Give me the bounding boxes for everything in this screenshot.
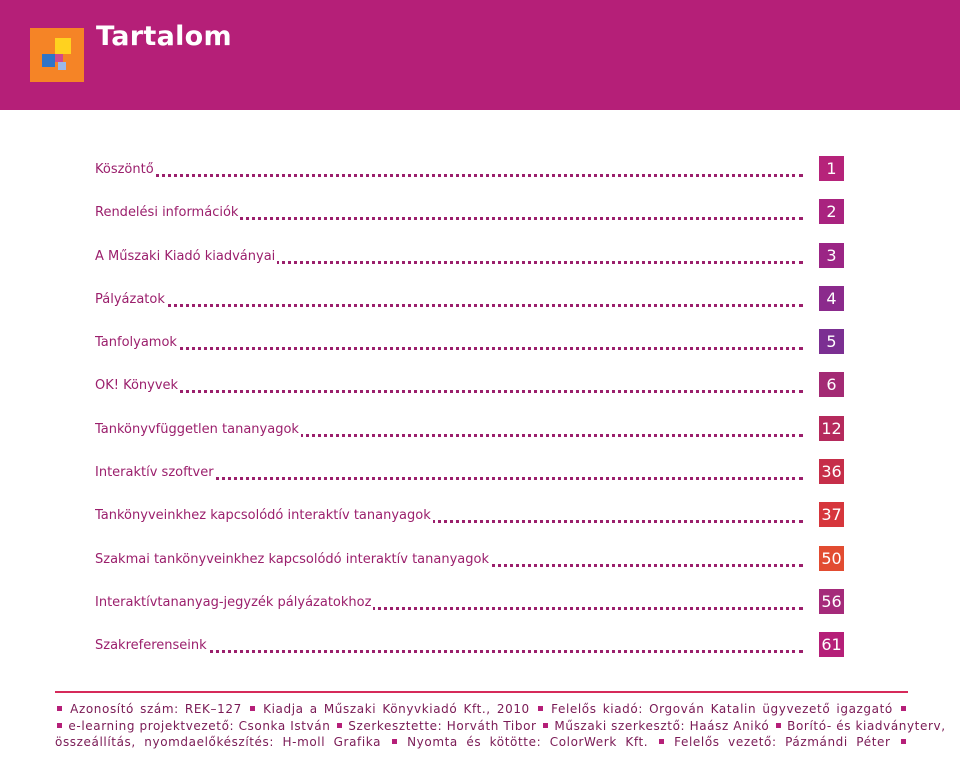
- imprint-line: Azonosító szám: REK–127 Kiadja a Műszaki…: [55, 701, 908, 718]
- toc-row[interactable]: A Műszaki Kiadó kiadványai 3: [95, 242, 845, 286]
- imprint-item: Nyomta és kötötte: ColorWerk Kft.: [407, 735, 649, 749]
- toc-page-number: 56: [819, 588, 844, 614]
- toc-row[interactable]: Interaktívtananyag-jegyzék pályázatokhoz…: [95, 588, 845, 632]
- imprint-item: Kiadja a Műszaki Könyvkiadó Kft., 2010: [263, 702, 530, 716]
- imprint-item: Azonosító szám: REK–127: [70, 702, 242, 716]
- bullet-icon: [901, 706, 906, 711]
- toc-label: Interaktívtananyag-jegyzék pályázatokhoz: [95, 593, 803, 613]
- toc-label: OK! Könyvek: [95, 376, 803, 396]
- bullet-icon: [391, 739, 397, 744]
- toc-row[interactable]: Interaktív szoftver 36: [95, 459, 845, 502]
- imprint-line: összeállítás, nyomdaelőkészítés: H-moll …: [55, 734, 908, 751]
- toc-page-number: 36: [819, 459, 844, 485]
- imprint-item: Felelős kiadó: Orgován Katalin ügyvezető…: [551, 702, 893, 716]
- page-title: Tartalom: [96, 21, 232, 52]
- imprint-line: e-learning projektvezető: Csonka István …: [55, 718, 945, 735]
- logo-yellow-square: [55, 38, 71, 54]
- toc-page-number: 50: [819, 545, 844, 571]
- toc-page-number: 1: [819, 156, 844, 181]
- toc-row[interactable]: Szakreferenseink 61: [95, 632, 845, 675]
- toc-page-number: 5: [819, 329, 844, 355]
- bullet-icon: [542, 722, 548, 728]
- toc-label: Tanfolyamok: [95, 333, 803, 353]
- logo-icon: [30, 28, 84, 82]
- table-of-contents: Köszöntő 1 Rendelési információk 2 A Műs…: [95, 156, 845, 676]
- footer-divider: [55, 691, 908, 693]
- toc-label: Szakreferenseink: [95, 636, 803, 656]
- toc-label: Interaktív szoftver: [95, 463, 803, 483]
- bullet-icon: [901, 739, 907, 744]
- imprint-item: Szerkesztette: Horváth Tibor: [348, 718, 537, 733]
- toc-page-number: 4: [819, 285, 844, 311]
- toc-row[interactable]: Rendelési információk 2: [95, 199, 845, 242]
- imprint-item: Felelős vezető: Pázmándi Péter: [674, 735, 891, 749]
- toc-row[interactable]: Tanfolyamok 5: [95, 329, 845, 372]
- toc-label: Szakmai tankönyveinkhez kapcsolódó inter…: [95, 550, 803, 570]
- toc-page-number: 3: [819, 242, 844, 268]
- toc-label: Köszöntő: [95, 160, 803, 180]
- toc-label: A Műszaki Kiadó kiadványai: [95, 247, 803, 267]
- toc-page-number: 2: [819, 199, 844, 225]
- bullet-icon: [537, 706, 543, 711]
- imprint-item: Műszaki szerkesztő: Haász Anikó: [554, 718, 770, 733]
- header-bar: Tartalom: [0, 0, 960, 110]
- imprint-item: e-learning projektvezető: Csonka István: [68, 718, 331, 733]
- bullet-icon: [336, 722, 342, 728]
- imprint-footer: Azonosító szám: REK–127 Kiadja a Műszaki…: [55, 701, 945, 751]
- imprint-item: összeállítás, nyomdaelőkészítés: H-moll …: [55, 735, 382, 749]
- toc-row[interactable]: Köszöntő 1: [95, 156, 845, 199]
- toc-page-number: 12: [819, 415, 844, 441]
- bullet-icon: [57, 706, 62, 711]
- logo-pink-square: [55, 54, 63, 62]
- bullet-icon: [658, 739, 664, 744]
- toc-row[interactable]: Szakmai tankönyveinkhez kapcsolódó inter…: [95, 545, 845, 589]
- bullet-icon: [57, 722, 62, 728]
- toc-page-number: 61: [819, 632, 844, 658]
- toc-row[interactable]: Tankönyveinkhez kapcsolódó interaktív ta…: [95, 502, 845, 545]
- bullet-icon: [775, 722, 781, 728]
- toc-label: Tankönyvfüggetlen tananyagok: [95, 420, 803, 440]
- toc-label: Pályázatok: [95, 290, 803, 310]
- toc-page-number: 6: [819, 372, 844, 398]
- toc-label: Tankönyveinkhez kapcsolódó interaktív ta…: [95, 506, 803, 526]
- toc-row[interactable]: Tankönyvfüggetlen tananyagok 12: [95, 415, 845, 459]
- imprint-item: Borító- és kiadványterv,: [787, 718, 946, 733]
- toc-row[interactable]: Pályázatok 4: [95, 285, 845, 329]
- bullet-icon: [249, 706, 255, 711]
- toc-page-number: 37: [819, 502, 844, 528]
- logo-lightblue-square: [58, 62, 66, 70]
- toc-row[interactable]: OK! Könyvek 6: [95, 372, 845, 415]
- logo-blue-square: [42, 54, 55, 67]
- toc-label: Rendelési információk: [95, 203, 803, 223]
